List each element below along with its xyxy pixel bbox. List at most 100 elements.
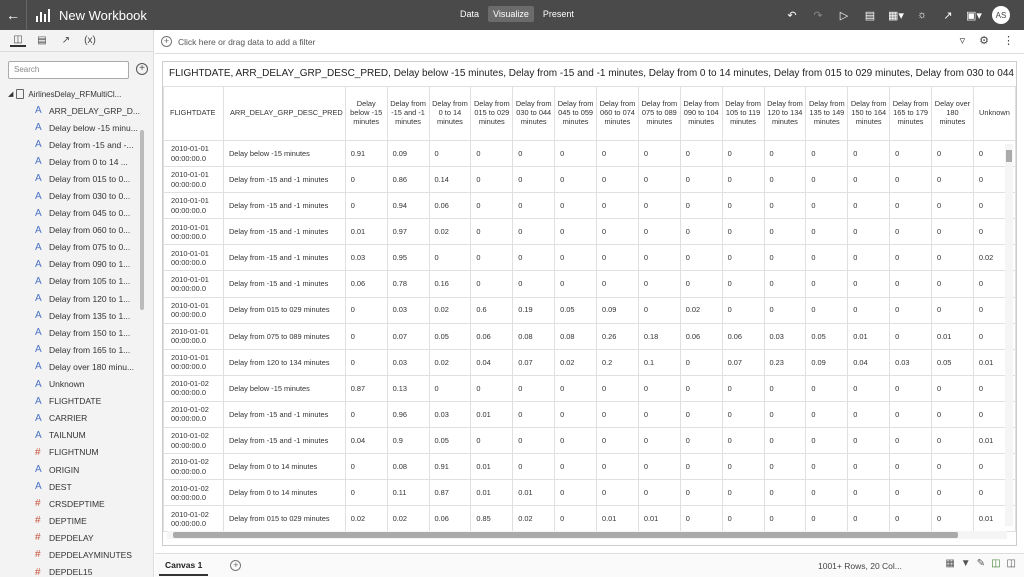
column-header[interactable]: Delay from 120 to 134 minutes: [763, 86, 807, 141]
filter-bar[interactable]: + Click here or drag data to add a filte…: [155, 30, 1024, 54]
horizontal-scrollbar[interactable]: [167, 531, 1007, 539]
visualizations-icon[interactable]: ▤: [37, 35, 47, 46]
column-item[interactable]: # DEPDELAYMINUTES: [0, 546, 150, 563]
column-item[interactable]: A ORIGIN: [0, 461, 150, 478]
dataset-node[interactable]: ◢ AirlinesDelay_RFMultiCl...: [0, 86, 150, 102]
caret-down-icon[interactable]: ◢: [8, 91, 14, 98]
search-input[interactable]: Search: [8, 61, 129, 79]
column-item[interactable]: A CARRIER: [0, 410, 150, 427]
column-item[interactable]: # DEPTIME: [0, 512, 150, 529]
column-header[interactable]: Delay from 015 to 029 minutes: [470, 86, 514, 141]
table-row[interactable]: 2010-01-02 00:00:00.0 Delay from 0 to 14 …: [163, 479, 1016, 507]
redo-icon[interactable]: ↷: [813, 9, 823, 22]
column-header[interactable]: Delay from 090 to 104 minutes: [679, 86, 723, 141]
filter-icon[interactable]: ▿: [959, 35, 966, 47]
insights-lightbulb-icon[interactable]: ☼: [916, 9, 928, 21]
column-item[interactable]: A Delay below -15 minu...: [0, 119, 150, 136]
column-header[interactable]: Delay from 045 to 059 minutes: [554, 86, 598, 141]
tab-data[interactable]: Data: [460, 9, 480, 19]
column-header[interactable]: Delay from 150 to 164 minutes: [847, 86, 891, 141]
calculations-icon[interactable]: (x): [84, 35, 96, 46]
table-row[interactable]: 2010-01-02 00:00:00.0 Delay below -15 min…: [163, 374, 1016, 402]
column-item[interactable]: A Delay from -15 and -...: [0, 136, 150, 153]
column-item[interactable]: # DEPDEL15: [0, 564, 150, 577]
more-options-icon[interactable]: ⋮: [1003, 35, 1014, 47]
table-row[interactable]: 2010-01-01 00:00:00.0 Delay from -15 and …: [163, 218, 1016, 246]
column-header[interactable]: Delay from 0 to 14 minutes: [428, 86, 472, 141]
refresh-data-icon[interactable]: ▤: [864, 9, 876, 22]
add-filter-icon[interactable]: +: [161, 36, 172, 47]
table-row[interactable]: 2010-01-02 00:00:00.0 Delay from 0 to 14 …: [163, 453, 1016, 481]
brush-icon[interactable]: ✎: [976, 558, 986, 569]
undo-icon[interactable]: ↶: [787, 9, 797, 22]
analytics-icon[interactable]: ↗: [61, 35, 71, 46]
workbook-title[interactable]: New Workbook: [59, 7, 147, 23]
canvas-tab[interactable]: Canvas 1: [159, 556, 209, 576]
grid-view-icon[interactable]: ▦: [945, 558, 955, 569]
table-row[interactable]: 2010-01-01 00:00:00.0 Delay below -15 min…: [163, 139, 1016, 168]
table-row[interactable]: 2010-01-01 00:00:00.0 Delay from 015 to 0…: [163, 296, 1016, 324]
table-row[interactable]: 2010-01-01 00:00:00.0 Delay from -15 and …: [163, 166, 1016, 194]
column-item[interactable]: A Delay from 135 to 1...: [0, 307, 150, 324]
scrollbar[interactable]: [140, 130, 144, 310]
export-icon[interactable]: ↗: [943, 9, 953, 22]
tab-visualize[interactable]: Visualize: [488, 6, 534, 22]
column-header[interactable]: Delay from 060 to 074 minutes: [596, 86, 639, 141]
user-avatar[interactable]: AS: [992, 6, 1010, 24]
column-item[interactable]: A Delay from 120 to 1...: [0, 290, 150, 307]
table-visualization[interactable]: FLIGHTDATE, ARR_DELAY_GRP_DESC_PRED, Del…: [162, 61, 1017, 546]
column-item[interactable]: A Delay from 015 to 0...: [0, 170, 150, 187]
add-data-icon[interactable]: +: [136, 63, 148, 75]
column-item[interactable]: A TAILNUM: [0, 427, 150, 444]
column-item[interactable]: A Delay from 045 to 0...: [0, 205, 150, 222]
column-item[interactable]: A Delay from 105 to 1...: [0, 273, 150, 290]
column-item[interactable]: A Delay from 075 to 0...: [0, 239, 150, 256]
column-item[interactable]: A Delay from 030 to 0...: [0, 187, 150, 204]
table-row[interactable]: 2010-01-01 00:00:00.0 Delay from -15 and …: [163, 244, 1016, 272]
column-header[interactable]: FLIGHTDATE: [163, 86, 224, 141]
back-arrow-icon[interactable]: ←: [6, 7, 20, 23]
column-header[interactable]: Delay from 105 to 119 minutes: [721, 86, 765, 141]
column-item[interactable]: A Delay from 090 to 1...: [0, 256, 150, 273]
table-row[interactable]: 2010-01-01 00:00:00.0 Delay from -15 and …: [163, 192, 1016, 220]
panel-toggle-icon[interactable]: ◫: [991, 558, 1001, 569]
column-header[interactable]: Delay from 165 to 179 minutes: [889, 86, 933, 141]
column-header[interactable]: Unknown: [972, 86, 1016, 141]
table-row[interactable]: 2010-01-01 00:00:00.0 Delay from 075 to 0…: [163, 322, 1016, 350]
settings-icon[interactable]: ⚙: [979, 35, 989, 47]
column-header[interactable]: Delay from 135 to 149 minutes: [805, 86, 849, 141]
column-item[interactable]: A Delay over 180 minu...: [0, 358, 150, 375]
presentation-icon[interactable]: ▦▾: [888, 9, 904, 22]
column-item[interactable]: A FLIGHTDATE: [0, 393, 150, 410]
column-item[interactable]: A ARR_DELAY_GRP_D...: [0, 102, 150, 119]
column-header[interactable]: ARR_DELAY_GRP_DESC_PRED: [222, 86, 346, 141]
column-header[interactable]: Delay below -15 minutes: [344, 86, 388, 141]
data-elements-icon[interactable]: ◫: [10, 34, 26, 47]
column-header[interactable]: Delay from 030 to 044 minutes: [512, 86, 556, 141]
table-row[interactable]: 2010-01-02 00:00:00.0 Delay from -15 and …: [163, 400, 1016, 429]
column-item[interactable]: A Unknown: [0, 376, 150, 393]
column-header[interactable]: Delay from -15 and -1 minutes: [386, 86, 430, 141]
column-item[interactable]: # DEPDELAY: [0, 529, 150, 546]
table-row[interactable]: 2010-01-02 00:00:00.0 Delay from 015 to 0…: [163, 505, 1016, 533]
column-item[interactable]: A Delay from 150 to 1...: [0, 324, 150, 341]
column-header[interactable]: Delay from 075 to 089 minutes: [637, 86, 681, 141]
add-canvas-icon[interactable]: +: [230, 560, 242, 571]
table-row[interactable]: 2010-01-02 00:00:00.0 Delay from -15 and …: [163, 427, 1016, 455]
tab-present[interactable]: Present: [542, 9, 574, 19]
column-header[interactable]: Delay over 180 minutes: [931, 86, 974, 141]
column-item[interactable]: A Delay from 060 to 0...: [0, 222, 150, 239]
column-item[interactable]: A DEST: [0, 478, 150, 495]
column-item[interactable]: # FLIGHTNUM: [0, 444, 150, 461]
filter-placeholder[interactable]: Click here or drag data to add a filter: [178, 36, 316, 47]
split-view-icon[interactable]: ◫: [1006, 558, 1016, 569]
column-item[interactable]: # CRSDEPTIME: [0, 495, 150, 512]
column-item[interactable]: A Delay from 0 to 14 ...: [0, 153, 150, 170]
vertical-scrollbar[interactable]: [1005, 144, 1013, 526]
table-row[interactable]: 2010-01-01 00:00:00.0 Delay from -15 and …: [163, 270, 1016, 298]
play-icon[interactable]: ▷: [839, 9, 849, 22]
column-item[interactable]: A Delay from 165 to 1...: [0, 341, 150, 358]
marker-icon[interactable]: ▼: [960, 558, 971, 569]
table-row[interactable]: 2010-01-01 00:00:00.0 Delay from 120 to 1…: [163, 348, 1016, 376]
save-icon[interactable]: ▣▾: [966, 9, 982, 22]
